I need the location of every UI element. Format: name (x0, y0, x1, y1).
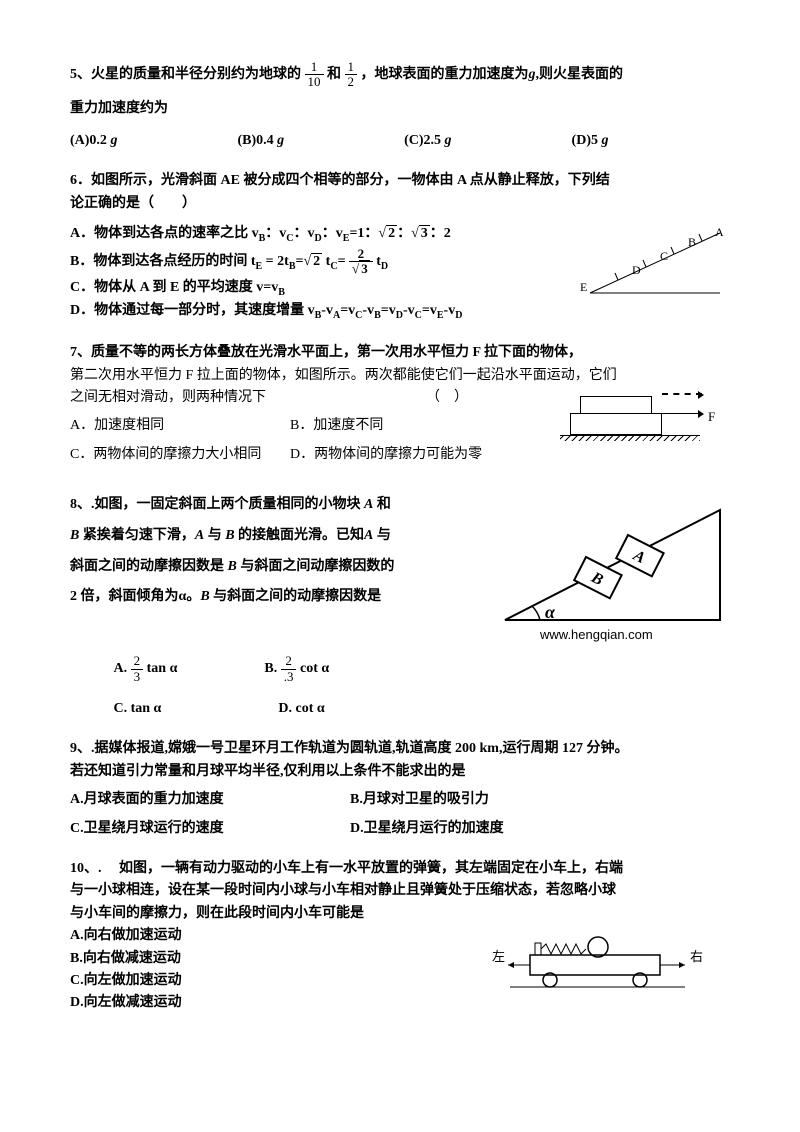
q6-stem2: 论正确的是（ ） (70, 196, 196, 211)
q5-stem: 5、火星的质量和半径分别约为地球的 110 和 12 ，地球表面的重力加速度为g… (70, 60, 730, 90)
q9-l1: 9、.据媒体报道,嫦娥一号卫星环月工作轨道为圆轨道,轨道高度 200 km,运行… (70, 741, 628, 756)
q6-stem1: 6．如图所示，光滑斜面 AE 被分成四个相等的部分，一物体由 A 点从静止释放，… (70, 173, 610, 188)
q10-l2: 与一小球相连，设在某一段时间内小球与小车相对静止且弹簧处于压缩状态，若忽略小球 (70, 883, 616, 898)
q8-option-c: C. tan α (114, 701, 162, 716)
q10-l3: 与小车间的摩擦力，则在此段时间内小车可能是 (70, 906, 364, 921)
q7-l2: 第二次用水平恒力 F 拉上面的物体，如图所示。两次都能使它们一起沿水平面运动，它… (70, 365, 730, 387)
paren: （ ） (426, 390, 468, 405)
q6-figure: A B C D E (580, 223, 730, 324)
label-e: E (580, 278, 587, 297)
q8-figure: A B α www.hengqian.com (500, 490, 730, 648)
question-10: 10、. 如图，一辆有动力驱动的小车上有一水平放置的弹簧，其左端固定在小车上，右… (70, 858, 730, 1015)
var-a: A (364, 497, 373, 512)
watermark-url: www.hengqian.com (540, 625, 653, 646)
q10-figure: 左 右 (490, 925, 730, 1015)
fraction-1-2: 12 (345, 60, 358, 90)
q7-option-b: B．加速度不同 (290, 415, 383, 437)
q7-l1: 7、质量不等的两长方体叠放在光滑水平面上，第一次用水平恒力 F 拉下面的物体， (70, 345, 582, 360)
q6-option-c: C．物体从 A 到 E 的平均速度 v=vB (70, 277, 580, 301)
q9-option-b: B.月球对卫星的吸引力 (350, 792, 489, 807)
q7-figure: F (560, 387, 730, 472)
q10-l1: 10、. 如图，一辆有动力驱动的小车上有一水平放置的弹簧，其左端固定在小车上，右… (70, 861, 623, 876)
var-b: B (70, 528, 79, 543)
q7-option-c: C．两物体间的摩擦力大小相同 (70, 444, 290, 466)
q8-option-a: A. (114, 662, 131, 677)
q10-option-b: B.向右做减速运动 (70, 951, 181, 966)
q5-line2: 重力加速度约为 (70, 101, 168, 116)
q7-l3: 之间无相对滑动，则两种情况下 (70, 390, 266, 405)
label-b: B (688, 233, 696, 252)
question-6: 6．如图所示，光滑斜面 AE 被分成四个相等的部分，一物体由 A 点从静止释放，… (70, 170, 730, 324)
q7-option-a: A．加速度相同 (70, 415, 290, 437)
question-8: 8、.如图，一固定斜面上两个质量相同的小物块 A 和 B 紧挨着匀速下滑，A 与… (70, 490, 730, 720)
fraction-1-10: 110 (305, 60, 324, 90)
text: 8、.如图，一固定斜面上两个质量相同的小物块 (70, 497, 361, 512)
q10-option-c: C.向左做加速运动 (70, 973, 182, 988)
text: ,则火星表面的 (536, 67, 624, 82)
text: 和 (327, 67, 341, 82)
label-alpha: α (545, 598, 555, 627)
label-c: C (660, 247, 668, 266)
q10-option-a: A.向右做加速运动 (70, 928, 182, 943)
label-right: 右 (690, 947, 703, 968)
var-g: g (529, 67, 536, 82)
text: 斜面之间的动摩擦因数是 (70, 559, 224, 574)
label-d: D (632, 261, 641, 280)
text: ，地球表面的重力加速度为 (361, 67, 529, 82)
q5-option-d: (D)5 g (572, 130, 609, 152)
label-a: A (715, 223, 724, 242)
label-left: 左 (492, 947, 505, 968)
text: 5、火星的质量和半径分别约为地球的 (70, 67, 301, 82)
label-f: F (708, 407, 715, 428)
q7-option-d: D．两物体间的摩擦力可能为零 (290, 444, 482, 466)
q8-option-b: B. (264, 662, 280, 677)
q9-option-d: D.卫星绕月运行的加速度 (350, 821, 504, 836)
q5-option-a: (A)0.2 g (70, 130, 117, 152)
q5-option-b: (B)0.4 g (237, 130, 284, 152)
text: 紧挨着匀速下滑， (83, 528, 195, 543)
question-7: 7、质量不等的两长方体叠放在光滑水平面上，第一次用水平恒力 F 拉下面的物体， … (70, 342, 730, 472)
q6-option-d: D．物体通过每一部分时，其速度增量 vB-vA=vC-vB=vD-vC=vE-v… (70, 300, 580, 324)
q6-option-b: B．物体到达各点经历的时间 tE = 2tB=2 tC= 23 tD (70, 247, 580, 277)
question-5: 5、火星的质量和半径分别约为地球的 110 和 12 ，地球表面的重力加速度为g… (70, 60, 730, 152)
q9-l2: 若还知道引力常量和月球平均半径,仅利用以上条件不能求出的是 (70, 764, 466, 779)
question-9: 9、.据媒体报道,嫦娥一号卫星环月工作轨道为圆轨道,轨道高度 200 km,运行… (70, 738, 730, 840)
q6-option-a: A．物体到达各点的速率之比 vB：vC：vD：vE=1：2：3：2 (70, 223, 580, 247)
q8-option-d: D. cot α (278, 701, 324, 716)
q9-option-a: A.月球表面的重力加速度 (70, 792, 224, 807)
q10-option-d: D.向左做减速运动 (70, 995, 182, 1010)
text: 和 (377, 497, 391, 512)
q9-option-c: C.卫星绕月球运行的速度 (70, 821, 224, 836)
q5-option-c: (C)2.5 g (404, 130, 451, 152)
text: 2 倍，斜面倾角为α。 (70, 589, 200, 604)
